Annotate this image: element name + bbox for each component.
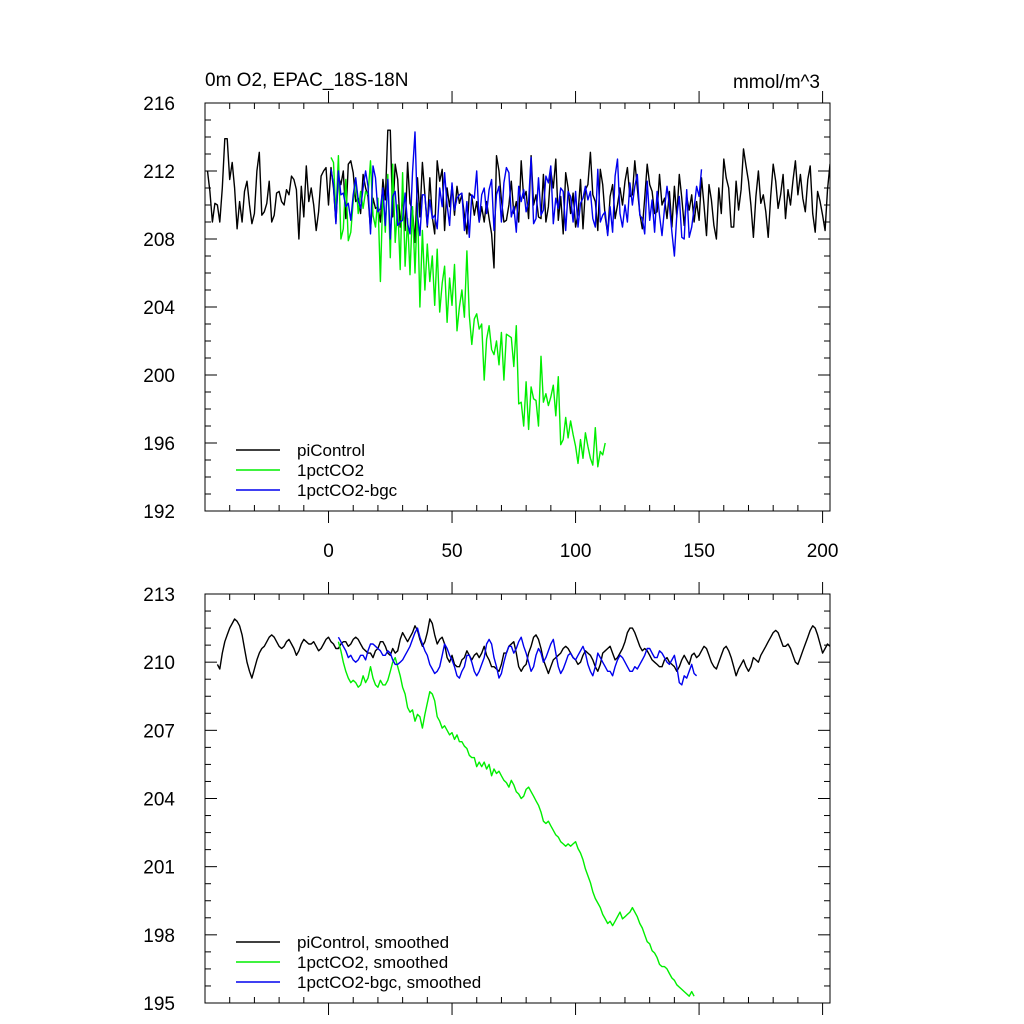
legend-label: 1pctCO2, smoothed: [297, 953, 448, 972]
y-tick-label: 213: [143, 585, 175, 606]
units-label: mmol/m^3: [733, 72, 820, 93]
series-line-2: [337, 627, 698, 686]
y-tick-label: 198: [143, 926, 175, 947]
y-tick-label: 204: [143, 298, 175, 319]
y-tick-label: 208: [143, 230, 175, 251]
y-tick-label: 216: [143, 94, 175, 115]
x-tick-label: 0: [323, 541, 334, 562]
top-panel: 192 196 200 204 208 212 216 0 50 100 150 200 0m O2, …: [143, 70, 839, 562]
legend-label: 1pctCO2-bgc, smoothed: [297, 973, 481, 992]
x-tick-label: 100: [560, 541, 592, 562]
y-tick-label: 200: [143, 366, 175, 387]
y-tick-label: 192: [143, 502, 175, 523]
y-tick-label: 195: [143, 994, 175, 1015]
series-line-0: [216, 618, 830, 679]
y-tick-label: 207: [143, 721, 175, 742]
series-line-1: [330, 154, 606, 468]
legend-label: piControl: [297, 441, 365, 460]
y-tick-label: 210: [143, 653, 175, 674]
series-line-0: [206, 129, 830, 269]
y-tick-label: 196: [143, 434, 175, 455]
y-tick-label: 204: [143, 790, 175, 811]
y-tick-label: 201: [143, 858, 175, 879]
x-tick-label: 150: [683, 541, 715, 562]
legend-label: piControl, smoothed: [297, 933, 449, 952]
series-line-1: [337, 641, 695, 997]
bottom-panel: 195 198 201 204 207 210 213 piControl, smoothed…: [143, 582, 831, 1015]
x-tick-label: 200: [807, 541, 839, 562]
y-tick-label: 212: [143, 162, 175, 183]
legend-label: 1pctCO2-bgc: [297, 481, 398, 500]
series-line-2: [330, 131, 703, 257]
x-tick-label: 50: [441, 541, 462, 562]
legend-label: 1pctCO2: [297, 461, 364, 480]
chart-title: 0m O2, EPAC_18S-18N: [205, 70, 408, 91]
